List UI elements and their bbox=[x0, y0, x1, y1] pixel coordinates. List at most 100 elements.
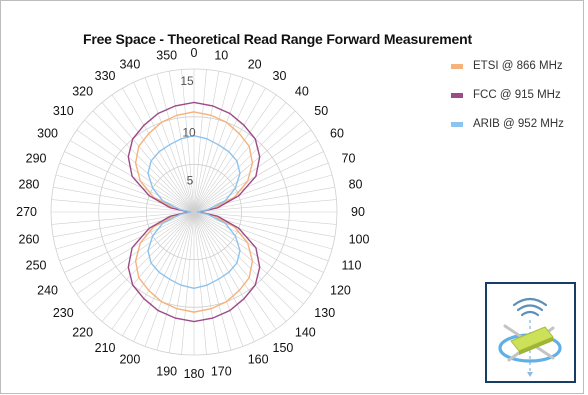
grid-spoke bbox=[193, 211, 296, 314]
series-layer bbox=[127, 101, 261, 323]
grid-spoke bbox=[168, 71, 195, 213]
angle-tick-label: 290 bbox=[26, 151, 47, 165]
series-line-2 bbox=[147, 134, 241, 290]
radial-tick-label: 10 bbox=[182, 126, 196, 140]
radial-labels: 5 10 15 bbox=[180, 74, 196, 187]
angle-tick-label: 0 bbox=[191, 46, 198, 60]
radial-tick-label: 5 bbox=[187, 173, 194, 187]
angle-tick-label: 300 bbox=[37, 127, 58, 141]
angle-tick-label: 170 bbox=[211, 365, 232, 379]
grid-spoke bbox=[92, 211, 195, 314]
grid-spoke bbox=[133, 82, 195, 213]
grid-spoke bbox=[193, 102, 287, 213]
angle-tick-label: 130 bbox=[314, 306, 335, 320]
angle-tick-label: 90 bbox=[351, 205, 365, 219]
angle-tick-label: 280 bbox=[19, 178, 40, 192]
angle-tick-label: 140 bbox=[295, 325, 316, 339]
angle-tick-label: 210 bbox=[95, 341, 116, 355]
grid-spoke bbox=[156, 73, 195, 213]
legend-label-arib: ARIB @ 952 MHz bbox=[473, 118, 564, 130]
grid-spoke bbox=[193, 211, 329, 262]
angle-tick-label: 110 bbox=[342, 259, 362, 273]
legend-swatch-fcc bbox=[451, 92, 463, 98]
antenna-illustration bbox=[498, 297, 562, 377]
angle-tick-label: 180 bbox=[184, 367, 205, 381]
angle-tick-label: 150 bbox=[273, 341, 294, 355]
grid-spoke bbox=[51, 211, 195, 225]
grid-spoke bbox=[133, 211, 195, 342]
angle-tick-label: 120 bbox=[330, 284, 351, 298]
grid-spoke bbox=[76, 129, 195, 213]
grid-spoke bbox=[193, 110, 296, 213]
legend-swatch-arib bbox=[451, 121, 463, 127]
angle-tick-label: 320 bbox=[72, 85, 93, 99]
angle-tick-label: 250 bbox=[26, 259, 47, 273]
radio-waves-icon bbox=[512, 297, 548, 317]
grid-spoke bbox=[193, 211, 232, 351]
grid-spoke bbox=[122, 211, 195, 336]
angle-tick-label: 100 bbox=[349, 232, 370, 246]
grid-spoke bbox=[193, 199, 337, 213]
legend-item-arib[interactable]: ARIB @ 952 MHz bbox=[451, 117, 564, 131]
grid-spoke bbox=[193, 88, 266, 213]
legend-swatch-etsi bbox=[451, 63, 463, 69]
angle-tick-label: 10 bbox=[214, 48, 228, 62]
grid-spoke bbox=[193, 71, 220, 213]
grid-spoke bbox=[156, 211, 195, 351]
grid-spoke bbox=[59, 162, 195, 213]
grid-spoke bbox=[193, 211, 277, 330]
grid-spoke bbox=[51, 199, 195, 213]
angle-tick-label: 30 bbox=[273, 69, 287, 83]
angle-tick-label: 60 bbox=[330, 127, 344, 141]
angle-tick-label: 270 bbox=[16, 205, 37, 219]
angle-tick-label: 160 bbox=[248, 353, 269, 367]
chart-title: Free Space - Theoretical Read Range Forw… bbox=[83, 31, 472, 47]
grid-spoke bbox=[193, 211, 337, 225]
grid-spoke bbox=[193, 211, 324, 273]
angle-tick-label: 70 bbox=[342, 151, 356, 165]
angle-tick-label: 350 bbox=[156, 48, 177, 62]
grid-spoke bbox=[84, 211, 195, 305]
grid-spoke bbox=[193, 211, 255, 342]
grid-spoke bbox=[193, 211, 312, 295]
grid-spoke bbox=[101, 102, 195, 213]
grid-spoke bbox=[193, 73, 232, 213]
grid-spoke bbox=[64, 151, 195, 213]
grid-spoke bbox=[76, 211, 195, 295]
angle-tick-label: 230 bbox=[53, 306, 74, 320]
legend-label-fcc: FCC @ 915 MHz bbox=[473, 89, 561, 101]
angle-tick-label: 330 bbox=[95, 69, 116, 83]
legend-item-fcc[interactable]: FCC @ 915 MHz bbox=[451, 88, 564, 102]
grid-spoke bbox=[193, 211, 266, 336]
legend-item-etsi[interactable]: ETSI @ 866 MHz bbox=[451, 59, 564, 73]
grid-spoke bbox=[111, 211, 195, 330]
angle-tick-label: 240 bbox=[37, 284, 58, 298]
arrow-down-icon bbox=[527, 372, 533, 377]
grid-spoke bbox=[193, 211, 287, 322]
angle-tick-label: 40 bbox=[295, 85, 309, 99]
angle-tick-label: 200 bbox=[119, 353, 140, 367]
angle-tick-label: 80 bbox=[349, 178, 363, 192]
grid-spoke bbox=[193, 211, 207, 355]
angle-tick-label: 220 bbox=[72, 325, 93, 339]
radial-tick-label: 15 bbox=[180, 74, 194, 88]
grid-spoke bbox=[193, 151, 324, 213]
angle-tick-label: 260 bbox=[19, 232, 40, 246]
grid-spoke bbox=[181, 211, 195, 355]
grid-spoke bbox=[193, 119, 304, 213]
series-line-0 bbox=[134, 111, 254, 313]
grid-spoke bbox=[84, 119, 195, 213]
angle-tick-label: 340 bbox=[119, 58, 140, 72]
series-line-1 bbox=[127, 101, 261, 323]
grid-spoke bbox=[111, 94, 195, 213]
rfid-antenna-field-icon bbox=[485, 282, 576, 383]
grid-spoke bbox=[122, 88, 195, 213]
grid-spoke bbox=[168, 211, 195, 353]
tag-shade bbox=[519, 337, 553, 355]
angle-tick-label: 50 bbox=[314, 104, 328, 118]
grid-spoke bbox=[193, 211, 304, 305]
angle-tick-label: 20 bbox=[248, 58, 262, 72]
